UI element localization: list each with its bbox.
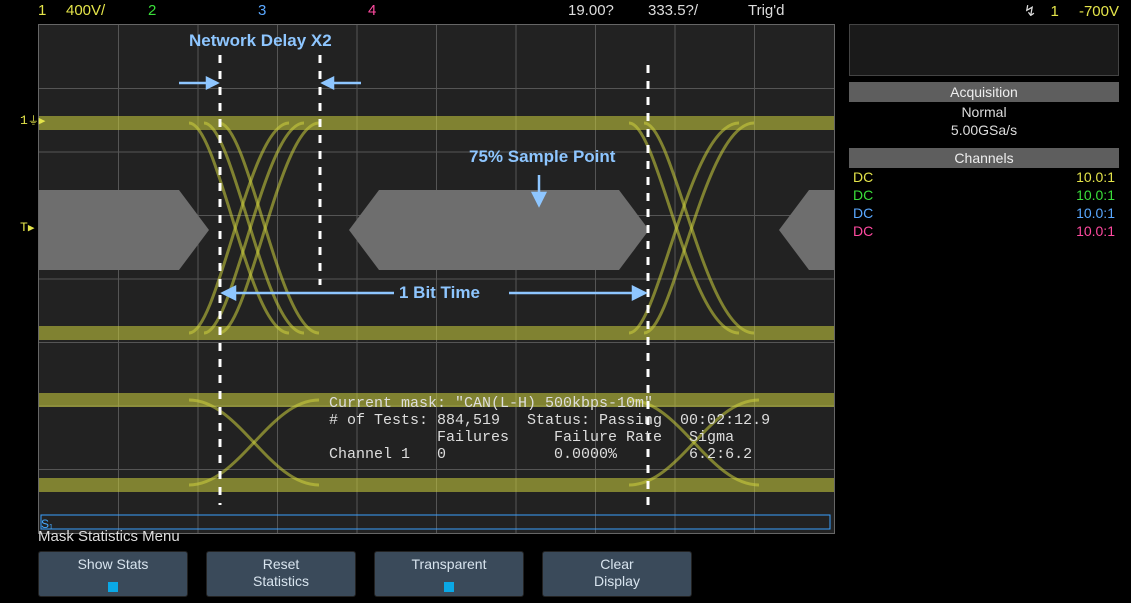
softkey-line1: Show Stats (39, 556, 187, 573)
mask-stats-overlay: Current mask: "CAN(L-H) 500kbps-10m" # o… (329, 395, 770, 463)
softkey-2[interactable]: ResetStatistics (206, 551, 356, 597)
softkey-line1: Transparent (375, 556, 523, 573)
channel-ratio: 10.0:1 (1076, 205, 1115, 221)
channel-ratio: 10.0:1 (1076, 169, 1115, 185)
mask-line2: # of Tests: 884,519 Status: Passing 00:0… (329, 412, 770, 429)
waveform-graticule: Network Delay X2 75% Sample Point 1 Bit … (38, 24, 835, 534)
trigger-level-marker: T▶ (20, 220, 34, 235)
acq-rate: 5.00GSa/s (849, 122, 1119, 142)
ch4-indicator: 4 (368, 2, 376, 19)
mask-line1: Current mask: "CAN(L-H) 500kbps-10m" (329, 395, 653, 412)
ch2-indicator: 2 (148, 2, 156, 19)
softkey-1[interactable]: Show Stats (38, 551, 188, 597)
softkey-line1: Reset (207, 556, 355, 573)
rail-spacer (849, 24, 1119, 76)
trigger-state: Trig'd (748, 2, 784, 19)
channel-ratio: 10.0:1 (1076, 223, 1115, 239)
channel-coupling: DC (853, 187, 873, 203)
timebase-value: 19.00? (568, 2, 614, 19)
softkey-line2: Display (543, 573, 691, 590)
acquisition-header: Acquisition (849, 82, 1119, 102)
annot-network-delay: Network Delay X2 (189, 31, 332, 51)
softkey-line1: Clear (543, 556, 691, 573)
channel-coupling: DC (853, 205, 873, 221)
acq-mode: Normal (849, 102, 1119, 122)
channel-row-3: DC 10.0:1 (849, 204, 1119, 222)
softkey-4[interactable]: ClearDisplay (542, 551, 692, 597)
network-delay-arrows (179, 78, 361, 88)
channel-coupling: DC (853, 169, 873, 185)
trigger-edge-icon: ↯ (1024, 3, 1037, 20)
softkey-bar: Show Stats ResetStatistics Transparent Clea… (38, 551, 692, 597)
annot-bit-time: 1 Bit Time (399, 283, 480, 303)
menu-title: Mask Statistics Menu (38, 528, 180, 545)
trigger-level: -700V (1079, 3, 1119, 20)
channel-row-1: DC 10.0:1 (849, 168, 1119, 186)
ch3-indicator: 3 (258, 2, 266, 19)
right-rail: Acquisition Normal 5.00GSa/s Channels DC… (849, 24, 1119, 240)
oscilloscope-screen: 1 400V/ 2 3 4 19.00? 333.5?/ Trig'd ↯ 1 … (0, 0, 1131, 603)
trigger-source: 1 (1050, 3, 1058, 20)
ch1-ground-marker: 1⏚▶ (20, 112, 45, 128)
delay-value: 333.5?/ (648, 2, 698, 19)
trigger-readout: ↯ 1 -700V (1024, 2, 1119, 20)
annot-sample-point: 75% Sample Point (469, 147, 615, 167)
channel-row-2: DC 10.0:1 (849, 186, 1119, 204)
memory-bar[interactable] (41, 515, 830, 529)
channel-ratio: 10.0:1 (1076, 187, 1115, 203)
ch1-indicator: 1 (38, 2, 46, 19)
softkey-3[interactable]: Transparent (374, 551, 524, 597)
top-status-bar: 1 400V/ 2 3 4 19.00? 333.5?/ Trig'd (38, 0, 833, 24)
channel-row-4: DC 10.0:1 (849, 222, 1119, 240)
ch1-scale: 400V/ (66, 2, 105, 19)
mask-line4: Channel 1 0 0.0000% 6.2:6.2 (329, 446, 752, 463)
softkey-indicator (444, 582, 454, 592)
channels-header: Channels (849, 148, 1119, 168)
mask-regions (39, 190, 834, 270)
softkey-line2: Statistics (207, 573, 355, 590)
channel-coupling: DC (853, 223, 873, 239)
mask-line3: Failures Failure Rate Sigma (329, 429, 734, 446)
softkey-indicator (108, 582, 118, 592)
